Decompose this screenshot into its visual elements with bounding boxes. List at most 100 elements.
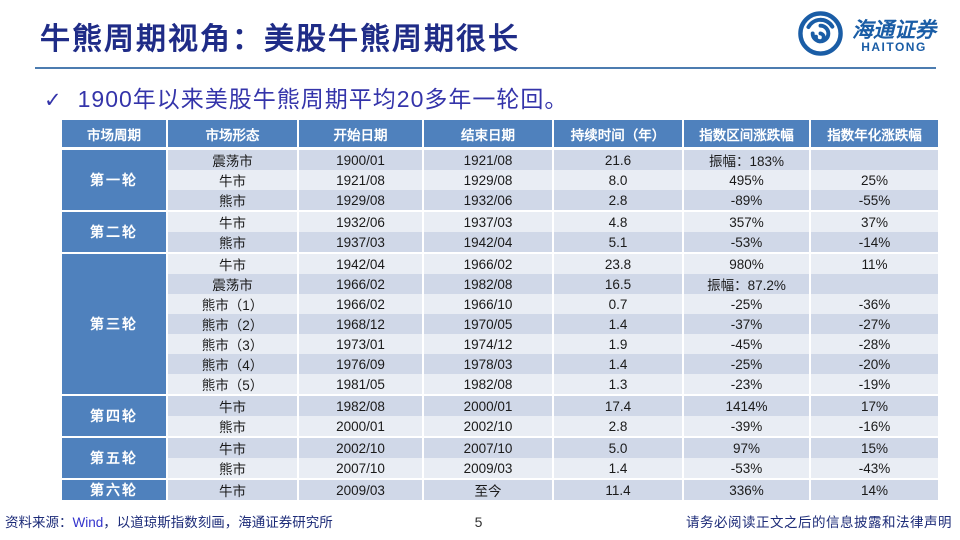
column-header: 开始日期 — [298, 120, 424, 150]
table-cell: 2.8 — [553, 190, 684, 211]
table-row: 熊市 1929/08 1932/06 2.8 -89% -55% — [62, 190, 938, 211]
table-cell: 熊市 — [167, 232, 299, 253]
bullet-text: 1900年以来美股牛熊周期平均20多年一轮回。 — [77, 86, 569, 112]
column-header: 指数年化涨跌幅 — [810, 120, 938, 150]
cycle-cell: 第五轮 — [62, 436, 168, 479]
checkmark-icon: ✓ — [44, 89, 62, 112]
table-cell — [810, 148, 938, 170]
table-cell: 1976/09 — [298, 354, 424, 374]
table-cell: 2007/10 — [423, 436, 554, 458]
table-row: 熊市 2007/10 2009/03 1.4 -53% -43% — [62, 458, 938, 479]
title-divider — [35, 67, 936, 69]
table-cell: 熊市（2） — [167, 314, 299, 334]
table-cell: 1.3 — [553, 374, 684, 395]
table-cell: 1900/01 — [298, 148, 424, 170]
table-cell: 1937/03 — [298, 232, 424, 253]
table-cell: 1929/08 — [423, 170, 554, 190]
table-cell: 1982/08 — [423, 274, 554, 294]
table-cell: -45% — [683, 334, 811, 354]
table-cell: 熊市 — [167, 416, 299, 437]
table-row: 熊市（3） 1973/01 1974/12 1.9 -45% -28% — [62, 334, 938, 354]
haitong-logo: 海通证券 HAITONG — [797, 10, 936, 62]
table-cell: 1937/03 — [423, 210, 554, 232]
table-cell: 980% — [683, 252, 811, 274]
table-cell: 25% — [810, 170, 938, 190]
table-cell: 1968/12 — [298, 314, 424, 334]
table-cell: 1982/08 — [298, 394, 424, 416]
table-cell: 1981/05 — [298, 374, 424, 395]
table-cell: 4.8 — [553, 210, 684, 232]
table-row: 熊市（4） 1976/09 1978/03 1.4 -25% -20% — [62, 354, 938, 374]
table-cell: 熊市（3） — [167, 334, 299, 354]
table-cell: 2002/10 — [423, 416, 554, 437]
table-cell: 15% — [810, 436, 938, 458]
logo-text-en: HAITONG — [861, 39, 927, 54]
table-cell: 23.8 — [553, 252, 684, 274]
table-cell: 1966/02 — [423, 252, 554, 274]
table-cell: 牛市 — [167, 394, 299, 416]
table-cell: -19% — [810, 374, 938, 395]
logo-text-cn: 海通证券 — [852, 16, 936, 42]
table-cell: -28% — [810, 334, 938, 354]
table-cell: -25% — [683, 354, 811, 374]
table-row: 熊市 1937/03 1942/04 5.1 -53% -14% — [62, 232, 938, 253]
table-cell: 牛市 — [167, 252, 299, 274]
cycle-cell: 第六轮 — [62, 478, 168, 500]
cycle-cell: 第三轮 — [62, 252, 168, 395]
table-cell: -25% — [683, 294, 811, 314]
table-cell: -89% — [683, 190, 811, 211]
table-cell: 牛市 — [167, 436, 299, 458]
haitong-logo-icon — [797, 10, 844, 62]
table-cell: 1942/04 — [298, 252, 424, 274]
cycle-cell: 第一轮 — [62, 148, 168, 211]
bullet-line: ✓ 1900年以来美股牛熊周期平均20多年一轮回。 — [44, 80, 568, 114]
table-cell: -23% — [683, 374, 811, 395]
table-cell: 2002/10 — [298, 436, 424, 458]
table-cell: 熊市（1） — [167, 294, 299, 314]
table-cell: 2009/03 — [423, 458, 554, 479]
table-cell: 2007/10 — [298, 458, 424, 479]
table-cell: 1982/08 — [423, 374, 554, 395]
table-row: 牛市 1921/08 1929/08 8.0 495% 25% — [62, 170, 938, 190]
table-cell: 37% — [810, 210, 938, 232]
table-cell: -55% — [810, 190, 938, 211]
column-header: 持续时间（年） — [553, 120, 684, 150]
table-row: 第二轮 牛市 1932/06 1937/03 4.8 357% 37% — [62, 210, 938, 253]
table-cell: 震荡市 — [167, 148, 299, 170]
table-cell: -43% — [810, 458, 938, 479]
table-cell: 熊市 — [167, 190, 299, 211]
table-cell: 1929/08 — [298, 190, 424, 211]
table-row: 震荡市 1966/02 1982/08 16.5 振幅：87.2% — [62, 274, 938, 294]
table-cell: 11% — [810, 252, 938, 274]
table-cell: 牛市 — [167, 478, 299, 500]
table-cell: 17% — [810, 394, 938, 416]
table-cell: 至今 — [423, 478, 554, 500]
table-row: 第一轮 震荡市 1900/01 1921/08 21.6 振幅：183% — [62, 148, 938, 211]
table-row: 第四轮 牛市 1982/08 2000/01 17.4 1414% 17% — [62, 394, 938, 437]
table-cell: 5.0 — [553, 436, 684, 458]
table-cell: 1966/10 — [423, 294, 554, 314]
cycle-cell: 第二轮 — [62, 210, 168, 253]
table-cell: 495% — [683, 170, 811, 190]
table-cell: -37% — [683, 314, 811, 334]
table-cell: 1.4 — [553, 354, 684, 374]
table-cell: 1942/04 — [423, 232, 554, 253]
table-cell: 牛市 — [167, 170, 299, 190]
table-cell: 97% — [683, 436, 811, 458]
column-header: 结束日期 — [423, 120, 554, 150]
disclaimer: 请务必阅读正文之后的信息披露和法律声明 — [686, 515, 952, 530]
table-cell: 16.5 — [553, 274, 684, 294]
column-header: 市场周期 — [62, 120, 168, 150]
table-cell: 1966/02 — [298, 274, 424, 294]
table-cell: -27% — [810, 314, 938, 334]
table-cell: 1.4 — [553, 458, 684, 479]
table-row: 第五轮 牛市 2002/10 2007/10 5.0 97% 15% — [62, 436, 938, 479]
source-brand: Wind — [72, 515, 104, 530]
table-cell: 1932/06 — [298, 210, 424, 232]
table-cell: 1414% — [683, 394, 811, 416]
table-cell: 1921/08 — [423, 148, 554, 170]
table-cell: 2.8 — [553, 416, 684, 437]
table-cell: 17.4 — [553, 394, 684, 416]
table-cell: 336% — [683, 478, 811, 500]
